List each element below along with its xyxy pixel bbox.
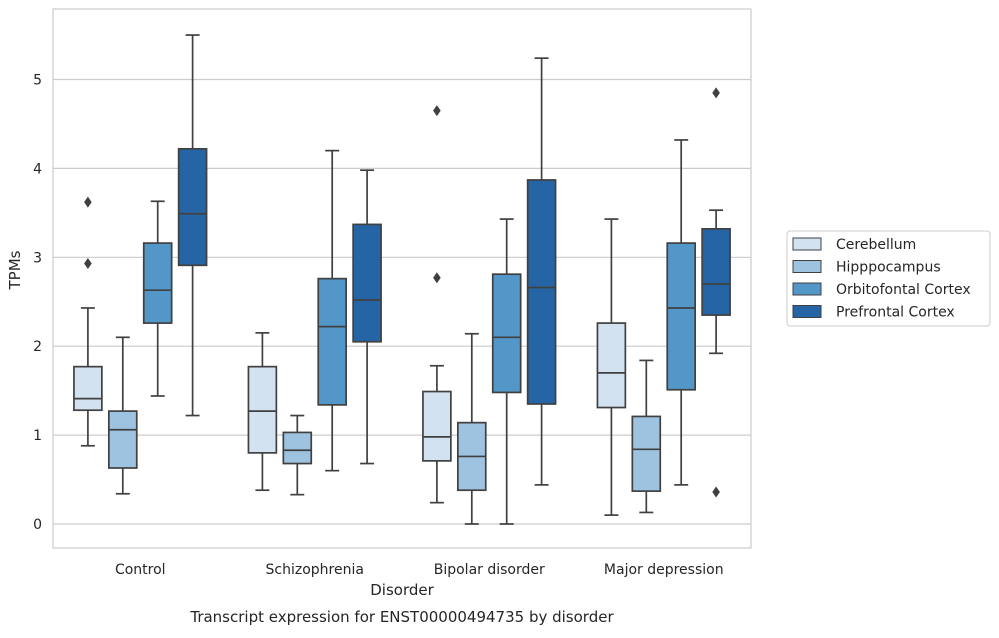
outlier-point xyxy=(84,258,92,270)
outlier-point xyxy=(712,87,720,99)
x-tick-label-bipolar-disorder: Bipolar disorder xyxy=(434,562,545,578)
legend-label-prefrontal-cortex: Prefrontal Cortex xyxy=(836,305,955,321)
legend-label-hipppocampus: Hipppocampus xyxy=(836,260,941,276)
legend-swatch-hipppocampus xyxy=(792,260,822,273)
legend-swatch-prefrontal-cortex xyxy=(792,305,822,318)
box-major-depression-prefrontal-cortex xyxy=(701,87,731,498)
box-schizophrenia-cerebellum xyxy=(247,332,278,492)
y-tick-label-0: 0 xyxy=(33,517,42,533)
box-bipolar-disorder-orbitofontal-cortex xyxy=(491,218,522,525)
box-body xyxy=(526,179,557,405)
box-bipolar-disorder-prefrontal-cortex xyxy=(526,57,557,486)
x-tick-label-major-depression: Major depression xyxy=(604,562,724,578)
box-body xyxy=(73,365,103,412)
box-body xyxy=(142,242,173,324)
box-control-hipppocampus xyxy=(107,336,138,495)
box-major-depression-orbitofontal-cortex xyxy=(666,139,697,486)
box-body xyxy=(352,223,382,343)
chart-caption: Transcript expression for ENST0000049473… xyxy=(189,608,614,626)
box-body xyxy=(177,147,208,267)
box-body xyxy=(282,431,313,465)
x-tick-labels: Control Schizophrenia Bipolar disorder Majo… xyxy=(115,562,724,578)
y-tick-label-1: 1 xyxy=(33,428,42,444)
box-body xyxy=(247,365,278,454)
y-tick-label-3: 3 xyxy=(33,250,42,266)
box-control-cerebellum xyxy=(73,196,103,447)
box-control-orbitofontal-cortex xyxy=(142,200,173,397)
box-body xyxy=(701,228,731,316)
box-bipolar-disorder-cerebellum xyxy=(422,105,452,504)
outlier-point xyxy=(712,486,720,498)
legend-swatch-orbitofontal-cortex xyxy=(792,282,822,296)
box-body xyxy=(317,277,348,406)
y-tick-labels: 0 1 2 3 4 5 xyxy=(33,73,42,534)
legend-swatch-cerebellum xyxy=(792,237,822,251)
box-bipolar-disorder-hipppocampus xyxy=(456,332,487,525)
box-schizophrenia-orbitofontal-cortex xyxy=(317,149,348,472)
box-body xyxy=(422,390,452,462)
box-body xyxy=(107,410,138,469)
box-body xyxy=(596,322,627,409)
y-tick-label-5: 5 xyxy=(33,73,42,89)
legend-label-cerebellum: Cerebellum xyxy=(836,237,916,253)
y-tick-label-4: 4 xyxy=(33,161,42,177)
box-major-depression-hipppocampus xyxy=(631,359,662,514)
box-major-depression-cerebellum xyxy=(596,218,627,516)
box-schizophrenia-hipppocampus xyxy=(282,414,313,496)
outlier-point xyxy=(433,272,441,284)
x-axis-label: Disorder xyxy=(370,581,434,599)
y-tick-label-2: 2 xyxy=(33,339,42,355)
outlier-point xyxy=(84,196,92,208)
box-schizophrenia-prefrontal-cortex xyxy=(352,169,382,465)
box-control-prefrontal-cortex xyxy=(177,34,208,417)
outlier-point xyxy=(433,105,441,117)
box-body xyxy=(666,242,697,391)
legend-label-orbitofontal-cortex: Orbitofontal Cortex xyxy=(836,282,971,298)
legend-frame xyxy=(786,230,991,327)
box-body xyxy=(491,273,522,394)
x-tick-label-control: Control xyxy=(115,562,166,578)
boxes xyxy=(73,34,731,525)
box-body xyxy=(631,415,662,492)
y-axis-label: TPMs xyxy=(6,250,24,290)
x-tick-label-schizophrenia: Schizophrenia xyxy=(266,562,364,578)
legend: Cerebellum Hipppocampus Orbitofontal Corte… xyxy=(786,230,991,327)
